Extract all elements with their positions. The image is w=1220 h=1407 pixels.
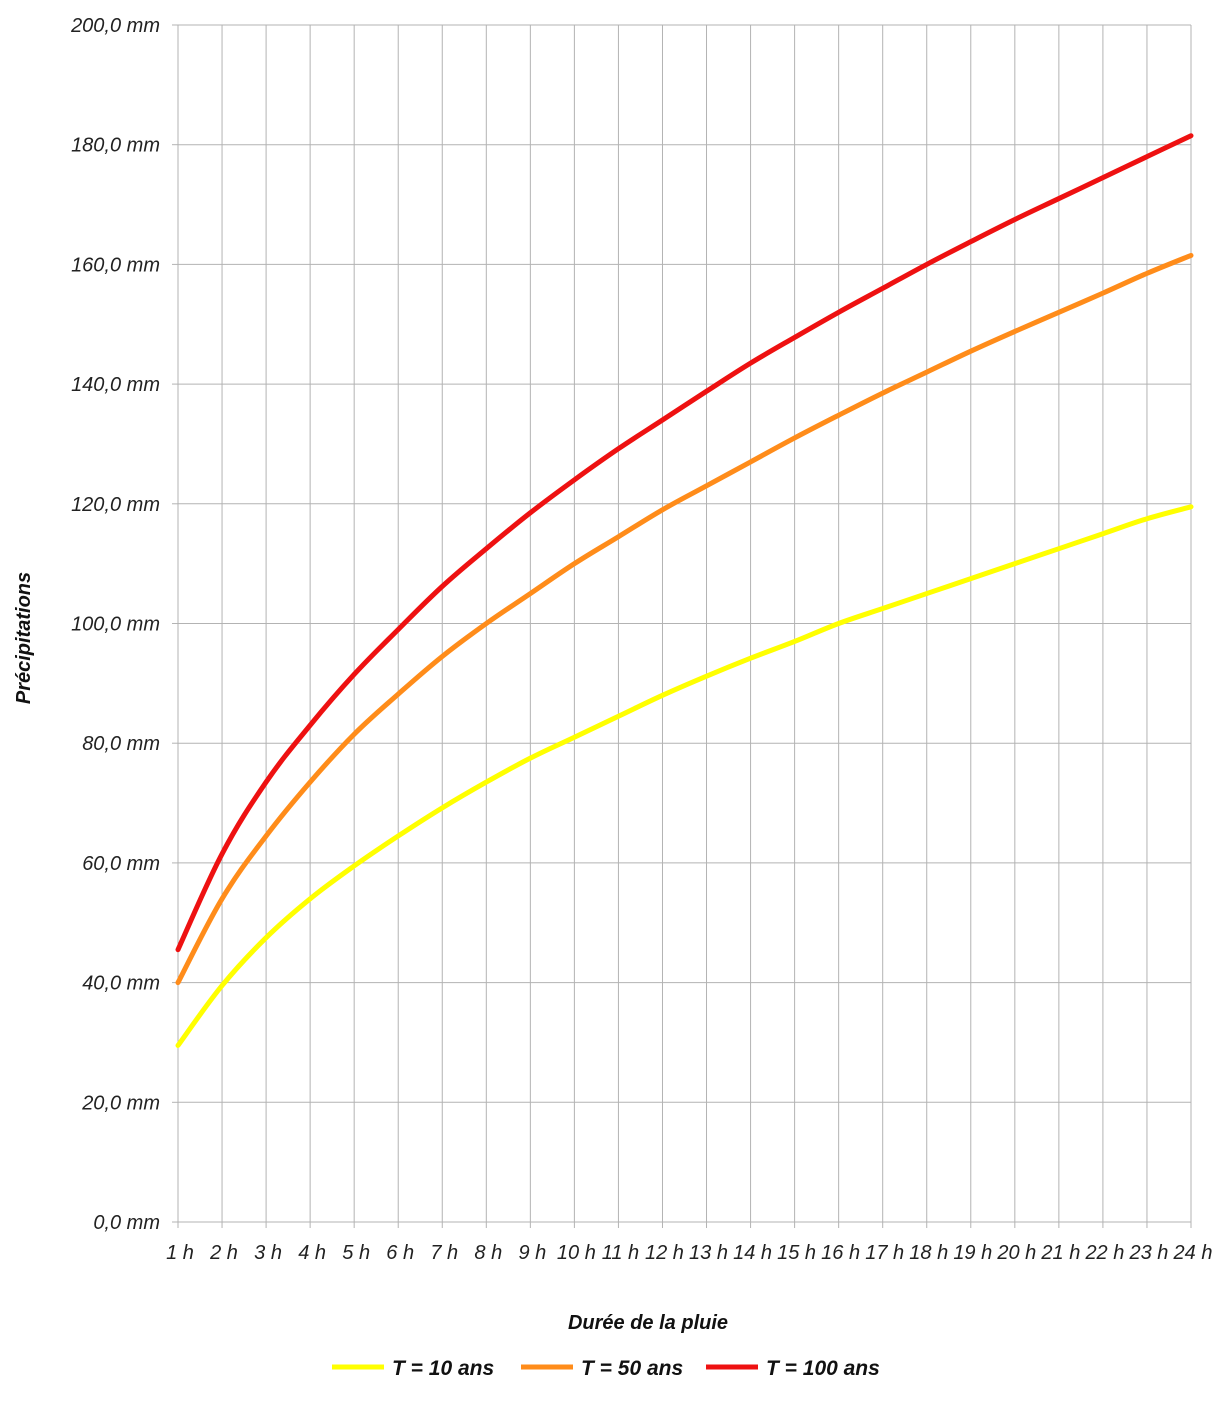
y-tick-label: 200,0 mm <box>70 15 160 37</box>
series-lines <box>175 133 1194 1048</box>
x-tick-label: 3 h <box>254 1242 282 1264</box>
x-tick-label: 23 h <box>1128 1242 1168 1264</box>
y-tick-label: 120,0 mm <box>71 494 160 516</box>
x-tick-label: 14 h <box>733 1242 772 1264</box>
x-tick-label: 4 h <box>298 1242 326 1264</box>
grid <box>172 24 1192 1228</box>
y-tick-label: 100,0 mm <box>71 614 160 636</box>
x-tick-label: 21 h <box>1040 1242 1080 1264</box>
x-tick-label: 8 h <box>474 1242 502 1264</box>
legend-label: T = 50 ans <box>581 1357 683 1380</box>
x-tick-label: 5 h <box>342 1242 370 1264</box>
x-tick-label: 19 h <box>953 1242 992 1264</box>
series-line-3 <box>175 133 1194 953</box>
legend-label: T = 100 ans <box>766 1357 880 1380</box>
x-tick-label: 12 h <box>645 1242 684 1264</box>
x-tick-label: 11 h <box>602 1242 639 1264</box>
x-tick-label: 2 h <box>209 1242 238 1264</box>
y-tick-label: 0,0 mm <box>93 1212 160 1234</box>
legend: T = 10 ans T = 50 ans T = 100 ans <box>332 1357 880 1380</box>
y-tick-label: 80,0 mm <box>82 733 160 755</box>
series-line-1 <box>175 504 1194 1048</box>
y-axis-title: Précipitations <box>13 572 35 704</box>
legend-label: T = 10 ans <box>392 1357 494 1380</box>
x-tick-label: 24 h <box>1173 1242 1213 1264</box>
y-axis-tick-labels: 0,0 mm 20,0 mm 40,0 mm 60,0 mm 80,0 mm 100,0 … <box>70 15 160 1234</box>
x-tick-label: 17 h <box>865 1242 904 1264</box>
x-tick-label: 18 h <box>909 1242 948 1264</box>
x-tick-label: 9 h <box>518 1242 546 1264</box>
x-tick-label: 7 h <box>430 1242 458 1264</box>
x-tick-label: 6 h <box>386 1242 414 1264</box>
x-tick-label: 1 h <box>166 1242 194 1264</box>
x-tick-label: 16 h <box>821 1242 860 1264</box>
x-tick-label: 15 h <box>777 1242 816 1264</box>
x-axis-title: Durée de la pluie <box>568 1312 728 1334</box>
x-tick-label: 10 h <box>557 1242 596 1264</box>
x-tick-label: 22 h <box>1084 1242 1124 1264</box>
series-line-2 <box>175 252 1194 986</box>
y-tick-label: 40,0 mm <box>82 973 160 995</box>
y-tick-label: 180,0 mm <box>71 135 160 157</box>
y-tick-label: 20,0 mm <box>81 1092 160 1114</box>
y-tick-label: 60,0 mm <box>82 853 160 875</box>
x-tick-label: 20 h <box>996 1242 1036 1264</box>
x-tick-label: 13 h <box>689 1242 728 1264</box>
y-tick-label: 160,0 mm <box>71 254 160 276</box>
y-tick-label: 140,0 mm <box>71 374 160 396</box>
